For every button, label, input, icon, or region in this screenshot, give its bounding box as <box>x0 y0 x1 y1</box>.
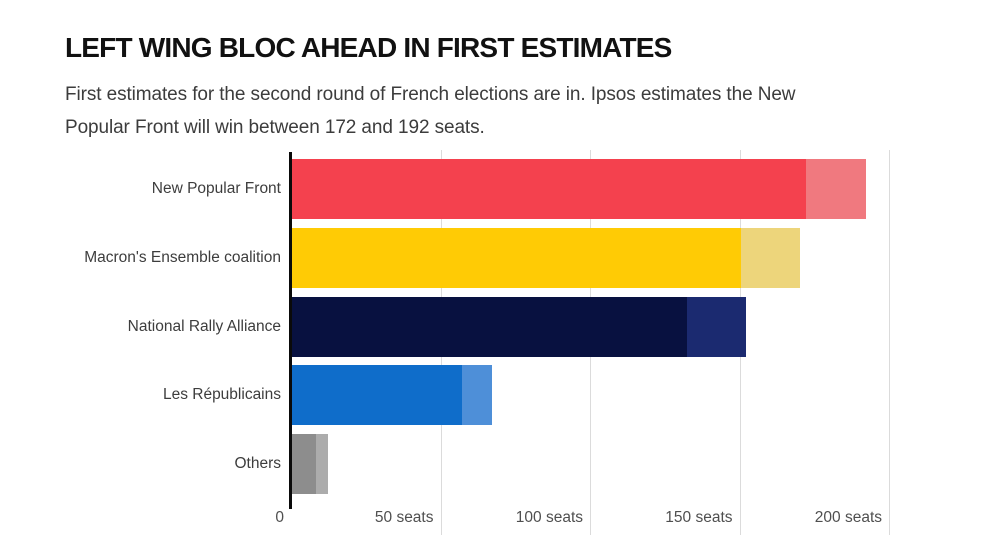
x-tick-label: 50 seats <box>374 509 434 526</box>
bar-segment-low-estimate <box>292 365 463 426</box>
category-label: National Rally Alliance <box>127 317 281 335</box>
bar-segment-low-estimate <box>292 227 741 288</box>
bar-segment-low-estimate <box>292 434 316 494</box>
subtitle-line-2: Popular Front will win between 172 and 1… <box>65 117 485 138</box>
x-tick-label: 150 seats <box>665 509 733 526</box>
bar-segment-low-estimate <box>292 296 687 357</box>
category-label: Les Républicains <box>162 386 281 404</box>
chart-title: LEFT WING BLOC AHEAD IN FIRST ESTIMATES <box>65 32 672 63</box>
subtitle-line-1: First estimates for the second round of … <box>65 84 796 105</box>
x-tick-label: 100 seats <box>515 509 583 526</box>
category-label: Macron's Ensemble coalition <box>84 248 281 266</box>
category-label: Others <box>234 455 281 472</box>
category-label: New Popular Front <box>151 180 281 197</box>
chart-subtitle: First estimates for the second round of … <box>65 78 796 144</box>
y-axis-line <box>289 152 292 509</box>
x-tick-label: 0 <box>275 509 284 526</box>
gridline-200 <box>889 150 890 535</box>
x-tick-label: 200 seats <box>814 509 882 526</box>
bar-segment-low-estimate <box>292 159 807 219</box>
